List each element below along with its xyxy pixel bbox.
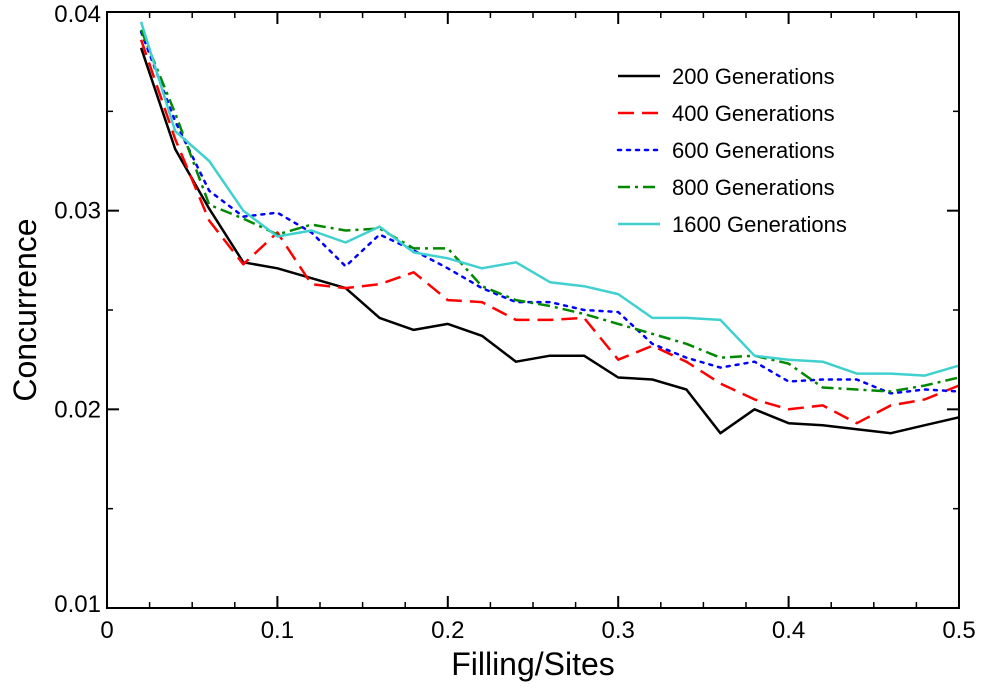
y-tick-label: 0.01: [54, 591, 101, 618]
series-line-2: [139, 39, 960, 425]
series-line-1: [139, 47, 960, 435]
series-line-3: [139, 30, 961, 395]
legend-label-1: 200 Generations: [672, 64, 835, 89]
y-tick-label: 0.02: [54, 396, 101, 423]
y-tick-label: 0.03: [54, 198, 101, 225]
legend-label-3: 600 Generations: [672, 138, 835, 163]
legend: 200 Generations 400 Generations 600 Genera…: [616, 64, 847, 237]
x-tick-label: 0.2: [431, 617, 464, 644]
plot-area: [139, 21, 961, 435]
x-tick-label: 0: [100, 617, 113, 644]
y-axis-title: Concurrence: [7, 218, 43, 401]
x-tick-label: 0.3: [602, 617, 635, 644]
y-tick-label: 0.04: [54, 1, 101, 28]
x-axis-title: Filling/Sites: [451, 646, 615, 682]
axis-ticks: 0 0.1 0.2 0.3 0.4 0.5 0.01 0.02 0.03 0.04: [54, 1, 975, 644]
x-tick-label: 0.1: [261, 617, 294, 644]
legend-label-4: 800 Generations: [672, 175, 835, 200]
series-line-5: [139, 21, 960, 377]
legend-label-2: 400 Generations: [672, 101, 835, 126]
series-line-4: [139, 29, 960, 393]
x-tick-label: 0.4: [772, 617, 805, 644]
x-tick-label: 0.5: [942, 617, 975, 644]
legend-label-5: 1600 Generations: [672, 212, 847, 237]
